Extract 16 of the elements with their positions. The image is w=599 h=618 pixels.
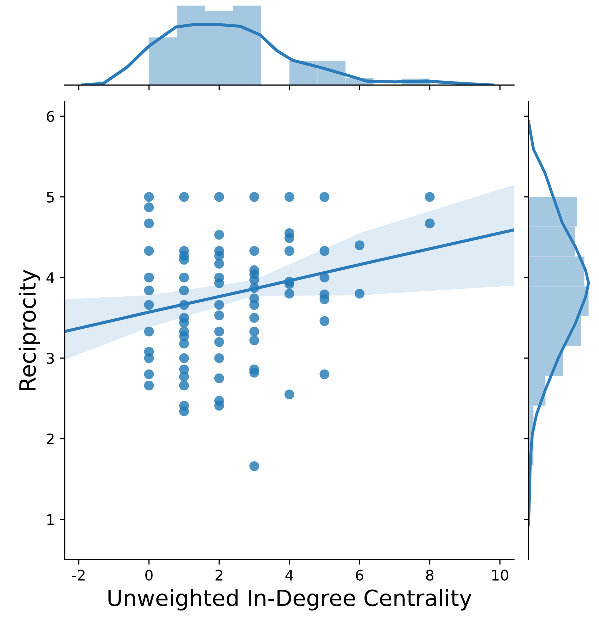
x-tick-label: 2 bbox=[216, 570, 223, 581]
x-axis-title: Unweighted In-Degree Centrality bbox=[108, 589, 472, 611]
x-tick-label: 6 bbox=[356, 570, 364, 581]
y-axis-title: Reciprocity bbox=[18, 270, 40, 390]
y-tick-label: 4 bbox=[46, 272, 54, 284]
x-tick-label: 10 bbox=[492, 570, 509, 581]
x-tick-label: 8 bbox=[426, 570, 434, 581]
y-tick-label: 6 bbox=[47, 111, 54, 122]
line-series bbox=[64, 228, 514, 334]
x-tick-label: -2 bbox=[72, 570, 85, 581]
y-tick-label: 3 bbox=[47, 353, 54, 364]
x-tick-label: 0 bbox=[146, 570, 153, 581]
y-tick-label: 1 bbox=[48, 514, 54, 526]
x-tick-label: 4 bbox=[286, 570, 294, 581]
y-tick-label: 2 bbox=[47, 434, 54, 445]
y-tick-label: 5 bbox=[47, 192, 54, 203]
